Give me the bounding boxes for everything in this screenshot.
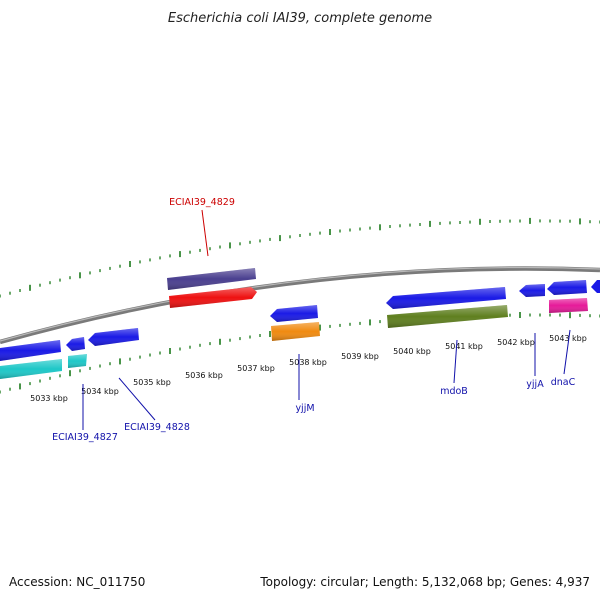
accession-text: Accession: NC_011750: [9, 575, 145, 589]
leader-line-dnaC: [563, 329, 571, 375]
genome-backbone: [0, 266, 600, 345]
gene-label-yjjM[interactable]: yjjM: [295, 403, 314, 414]
kbp-label: 5041 kbp: [445, 342, 483, 351]
leader-line-ECIAI39_4829: [201, 209, 209, 257]
leader-line-mdoB: [453, 339, 458, 384]
topology-text: Topology: circular; Length: 5,132,068 bp…: [259, 575, 590, 589]
kbp-label: 5035 kbp: [133, 378, 171, 387]
kbp-label: 5039 kbp: [341, 352, 379, 361]
kbp-label: 5034 kbp: [81, 387, 119, 396]
kbp-label: 5036 kbp: [185, 371, 223, 380]
gene-red-arrow[interactable]: [169, 287, 257, 308]
gene-pink-dnaC[interactable]: [549, 298, 588, 313]
gene-label-ECIAI39_4829[interactable]: ECIAI39_4829: [169, 197, 235, 208]
gene-cyan-1[interactable]: [0, 359, 62, 379]
kbp-label: 5038 kbp: [289, 358, 327, 367]
map-title: Escherichia coli IAI39, complete genome: [168, 11, 432, 26]
gene-blue-right-edge[interactable]: [591, 280, 600, 293]
kbp-label: 5043 kbp: [549, 334, 587, 343]
gene-label-ECIAI39_4828[interactable]: ECIAI39_4828: [124, 422, 190, 433]
gene-label-yjjA[interactable]: yjjA: [526, 379, 544, 390]
kbp-labels: 5033 kbp 5034 kbp 5035 kbp 5036 kbp 5037…: [30, 334, 587, 403]
kbp-label: 5033 kbp: [30, 394, 68, 403]
gene-blue-mdoB-upper[interactable]: [386, 287, 506, 309]
kbp-label: 5042 kbp: [497, 338, 535, 347]
kbp-label: 5040 kbp: [393, 347, 431, 356]
gene-label-ECIAI39_4827[interactable]: ECIAI39_4827: [52, 432, 118, 443]
gene-label-mdoB[interactable]: mdoB: [440, 386, 468, 397]
gene-ECIAI39_4829-upper[interactable]: [167, 268, 256, 290]
leader-line-ECIAI39_4828: [118, 377, 156, 421]
gene-blue-left-3[interactable]: [88, 328, 139, 346]
gene-blue-yjjA-upper[interactable]: [519, 284, 545, 297]
gene-blue-left-2[interactable]: [66, 337, 85, 351]
gene-olive-mdoB[interactable]: [387, 305, 508, 328]
upper-tick-track: [0, 217, 600, 298]
genome-backbone-highlight: [0, 266, 600, 342]
gene-cyan-2[interactable]: [68, 354, 87, 368]
gene-blue-yjjM-upper[interactable]: [270, 305, 318, 322]
gene-blue-dnaC-upper[interactable]: [547, 280, 587, 295]
kbp-label: 5037 kbp: [237, 364, 275, 373]
gene-label-dnaC[interactable]: dnaC: [551, 377, 576, 388]
gene-orange-yjjM[interactable]: [271, 322, 320, 341]
gene-blue-left-1[interactable]: [0, 340, 61, 361]
